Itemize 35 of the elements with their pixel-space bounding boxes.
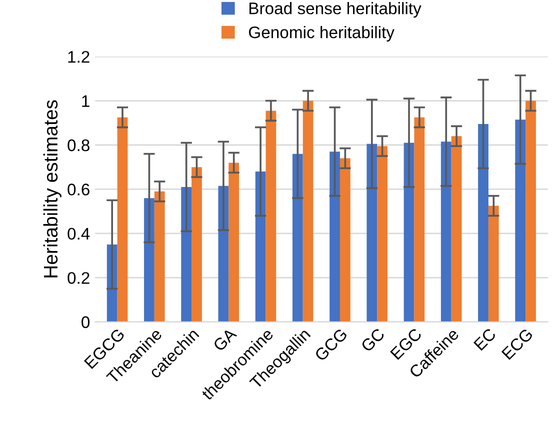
bar <box>228 162 240 322</box>
x-tick-label: EC <box>473 328 497 351</box>
bar <box>266 110 276 322</box>
y-tick-label: 0.2 <box>68 272 90 284</box>
bar <box>526 100 536 322</box>
y-tick-label: 1.2 <box>68 50 90 63</box>
bar <box>302 100 314 322</box>
bar <box>404 142 414 322</box>
bar <box>192 167 202 322</box>
bar <box>117 117 128 322</box>
bar <box>330 152 340 322</box>
bar <box>340 158 350 322</box>
bar <box>218 186 229 322</box>
y-tick-label: 1 <box>82 95 90 107</box>
bar <box>414 117 425 322</box>
bar <box>181 187 192 322</box>
bar <box>144 198 154 322</box>
y-tick-label: 0.6 <box>68 184 90 196</box>
bar <box>366 144 378 322</box>
bar <box>154 191 165 322</box>
x-tick-label: GC <box>360 328 386 352</box>
bar <box>451 136 462 322</box>
legend-label: Broad sense heritability <box>250 2 422 18</box>
y-axis-title: Heritability estimates <box>43 100 62 278</box>
y-tick-label: 0 <box>82 316 90 328</box>
bar <box>440 142 452 322</box>
bar <box>255 172 266 322</box>
bar <box>488 206 499 322</box>
bar <box>377 146 388 322</box>
y-tick-label: 0.8 <box>68 139 90 152</box>
y-tick-label: 0.4 <box>68 228 90 240</box>
bar <box>478 124 488 322</box>
legend-label: Genomic heritability <box>248 26 394 42</box>
bar <box>515 120 526 322</box>
bar <box>292 154 303 322</box>
